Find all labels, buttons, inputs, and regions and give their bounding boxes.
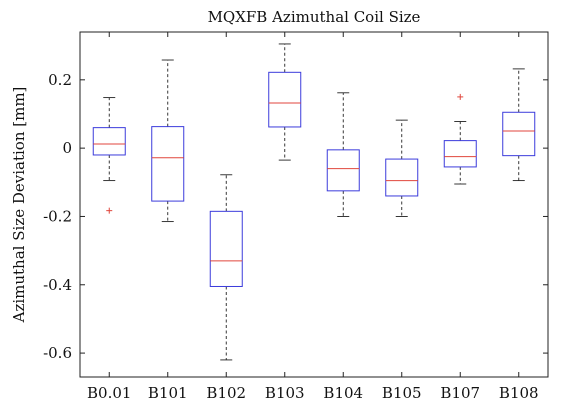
- chart-title: MQXFB Azimuthal Coil Size: [208, 8, 421, 26]
- box-group-B108: [502, 68, 536, 182]
- x-tick-label: B104: [323, 384, 363, 402]
- y-axis-ticks: 0.2 0 -0.2 -0.4 -0.6: [43, 71, 548, 362]
- iqr-box: [151, 126, 185, 202]
- iqr-box: [209, 210, 243, 287]
- box-series: [92, 43, 536, 361]
- box-group-B103: [268, 43, 302, 161]
- x-tick-label: B105: [382, 384, 422, 402]
- box-group-B0.01: [92, 97, 126, 214]
- x-tick-label: B108: [499, 384, 539, 402]
- iqr-box: [443, 140, 477, 168]
- y-tick-label: 0: [62, 139, 72, 157]
- x-axis-ticks: B0.01 B101 B102 B103 B104 B105 B107 B108: [87, 32, 539, 402]
- outlier-marker: [106, 207, 113, 214]
- y-tick-label: 0.2: [48, 71, 72, 89]
- y-tick-label: -0.2: [43, 207, 72, 225]
- iqr-box: [385, 158, 419, 197]
- box-group-B105: [385, 119, 419, 217]
- x-tick-label: B101: [148, 384, 188, 402]
- iqr-box: [92, 127, 126, 156]
- outlier-marker: [457, 93, 464, 100]
- box-group-B101: [151, 59, 185, 223]
- box-group-B107: [443, 93, 477, 185]
- plot-area-frame: [79, 31, 549, 378]
- box-group-B104: [326, 92, 360, 217]
- y-axis-label: Azimuthal Size Deviation [mm]: [10, 87, 28, 324]
- iqr-box: [326, 149, 360, 192]
- iqr-box: [268, 71, 302, 128]
- x-tick-label: B103: [265, 384, 305, 402]
- x-tick-label: B107: [440, 384, 480, 402]
- box-group-B102: [209, 174, 243, 361]
- iqr-box: [502, 111, 536, 157]
- y-tick-label: -0.4: [43, 276, 72, 294]
- y-tick-label: -0.6: [43, 344, 72, 362]
- x-tick-label: B0.01: [87, 384, 131, 402]
- x-tick-label: B102: [206, 384, 246, 402]
